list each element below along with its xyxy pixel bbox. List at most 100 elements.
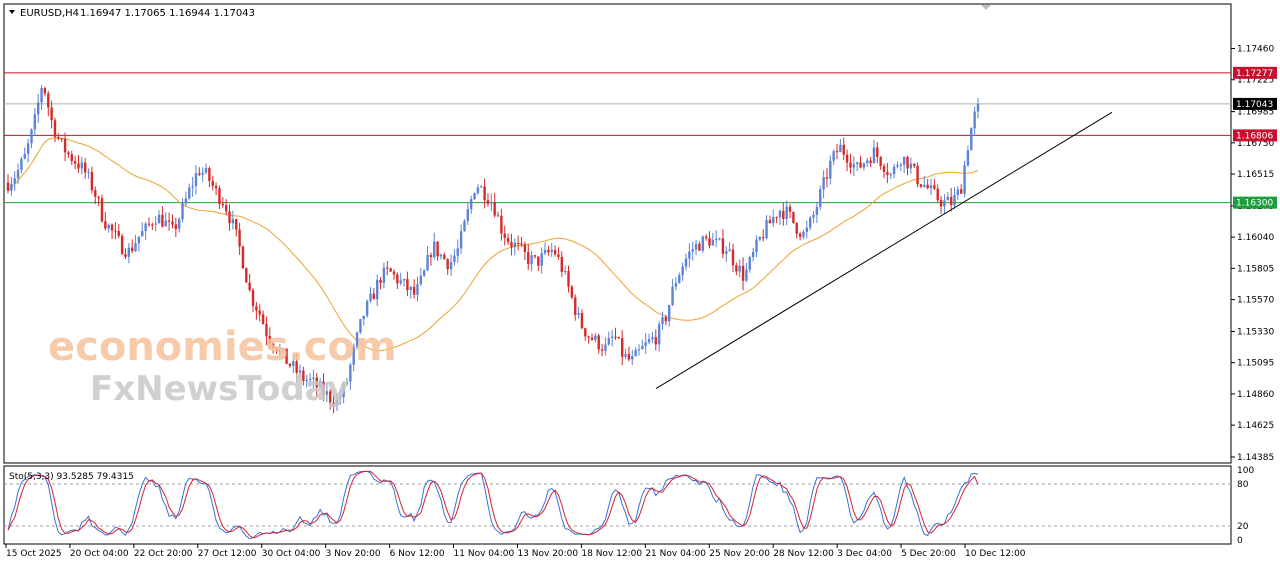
price-tick-label: 1.14860 (1237, 390, 1274, 400)
shift-marker-icon[interactable] (981, 5, 991, 10)
candle-body (151, 224, 154, 226)
candle-body (530, 255, 533, 265)
candle-body (657, 324, 661, 345)
candle-body (842, 144, 845, 155)
candle-body (721, 238, 725, 254)
candle-body (641, 346, 644, 350)
candle-body (67, 152, 70, 155)
candle-body (681, 266, 684, 276)
candle-body (362, 315, 365, 320)
price-tick-label: 1.15570 (1237, 296, 1274, 306)
candle-body (177, 219, 181, 229)
candle-body (570, 286, 574, 298)
candle-body (587, 336, 590, 338)
time-tick-label: 21 Nov 04:00 (645, 549, 706, 559)
candle-body (83, 162, 87, 173)
candle-body (278, 348, 282, 352)
candle-body (459, 231, 463, 249)
candle-body (731, 249, 735, 266)
candle-body (365, 301, 369, 316)
candle-body (235, 219, 238, 230)
stoch-tick-label: 0 (1237, 536, 1243, 546)
candle-body (386, 267, 389, 269)
candle-body (547, 249, 550, 253)
time-tick-label: 3 Nov 20:00 (326, 549, 381, 559)
candle-body (204, 168, 208, 173)
candle-body (141, 230, 144, 237)
candle-body (231, 219, 235, 224)
time-tick-label: 27 Oct 12:00 (198, 549, 257, 559)
candle-body (869, 160, 872, 164)
price-tick-label: 1.15330 (1237, 327, 1274, 337)
trendline[interactable] (655, 111, 1113, 390)
candle-body (698, 243, 701, 251)
candle-body (788, 206, 792, 212)
price-tick-label: 1.15095 (1237, 359, 1274, 369)
candle-body (329, 391, 332, 403)
candle-body (463, 220, 466, 232)
candle-body (335, 399, 339, 407)
candle-body (352, 346, 355, 365)
candle-body (130, 247, 134, 251)
candle-body (751, 251, 755, 258)
stoch-panel (3, 465, 1232, 545)
candle-body (255, 306, 258, 311)
candle-body (359, 319, 362, 333)
candle-body (312, 377, 315, 379)
time-tick-label: 18 Nov 12:00 (581, 549, 642, 559)
candle-body (167, 220, 171, 222)
candle-body (550, 249, 553, 253)
candle-body (503, 233, 506, 238)
candle-body (238, 229, 241, 247)
candle-body (768, 220, 772, 224)
time-tick-label: 10 Dec 12:00 (965, 549, 1026, 559)
candle-body (923, 184, 926, 187)
candle-body (63, 138, 67, 153)
candle-body (372, 293, 376, 300)
candle-body (651, 337, 654, 340)
symbol-label: EURUSD,H4 (20, 8, 79, 19)
candle-body (946, 197, 949, 201)
candle-body (224, 205, 228, 212)
candle-body (379, 279, 382, 283)
candle-body (973, 111, 976, 129)
candle-body (265, 324, 268, 336)
candle-body (567, 270, 570, 287)
candle-body (251, 290, 255, 307)
candle-body (221, 203, 225, 206)
candle-body (872, 147, 876, 164)
candle-body (839, 144, 842, 153)
candle-body (855, 162, 859, 165)
time-tick-label: 11 Nov 04:00 (454, 549, 515, 559)
candle-body (208, 168, 211, 181)
candle-body (829, 160, 832, 179)
candle-body (913, 163, 916, 166)
candle-body (674, 282, 678, 287)
candle-body (426, 254, 429, 271)
candle-body (621, 338, 624, 357)
candle-body (110, 224, 114, 231)
candle-body (369, 293, 372, 302)
collapse-triangle-icon[interactable] (9, 10, 15, 14)
candle-body (87, 171, 90, 173)
stoch-signal-line (7, 470, 979, 539)
price-tick-label: 1.17460 (1237, 45, 1274, 55)
candle-body (822, 177, 825, 190)
price-tick-label: 1.16040 (1237, 233, 1274, 243)
candle-body (134, 243, 137, 251)
candle-body (325, 391, 329, 395)
candle-body (778, 210, 782, 218)
candle-body (574, 297, 577, 315)
time-tick-label: 15 Oct 2025 (6, 549, 62, 559)
candle-body (960, 189, 963, 194)
candle-body (305, 380, 308, 382)
candle-body (107, 224, 110, 229)
candle-body (523, 244, 527, 253)
candle-body (735, 265, 738, 272)
candle-body (896, 165, 899, 167)
candle-body (825, 177, 829, 179)
candle-body (60, 138, 63, 140)
candle-body (782, 210, 785, 219)
candle-body (70, 154, 73, 162)
